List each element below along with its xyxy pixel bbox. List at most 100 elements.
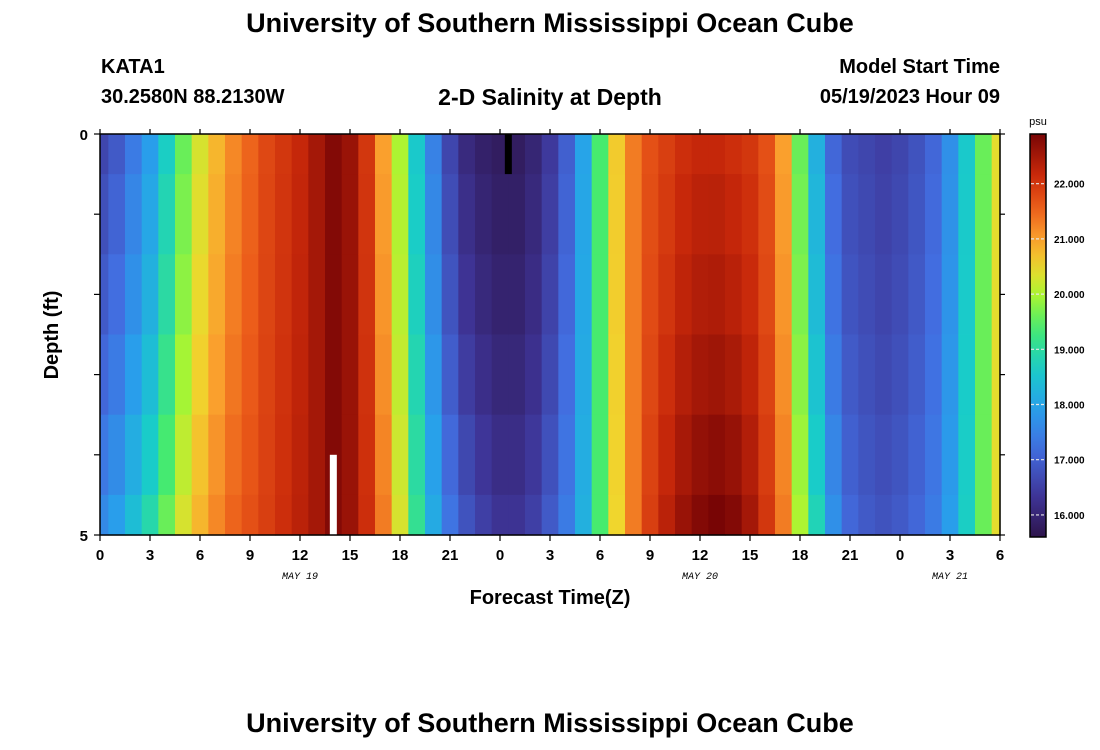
heatmap-cell [441, 414, 459, 496]
heatmap-cell [575, 254, 593, 336]
heatmap-cell [491, 494, 509, 536]
heatmap-cell [708, 414, 726, 496]
heatmap-cell [491, 414, 509, 496]
heatmap-cell [791, 414, 809, 496]
heatmap-cell [691, 334, 709, 416]
heatmap-cell [691, 134, 709, 175]
heatmap-cell [841, 134, 859, 175]
heatmap-cell [608, 134, 626, 175]
heatmap-cell [591, 254, 609, 336]
heatmap-cell [308, 174, 326, 255]
heatmap-cell [608, 174, 626, 255]
heatmap-cell [491, 174, 509, 255]
heatmap-cell [741, 334, 759, 416]
heatmap-cell [808, 174, 826, 255]
heatmap-cell [658, 414, 676, 496]
heatmap-cell [458, 334, 476, 416]
heatmap-cell [425, 134, 443, 175]
heatmap-cell [708, 134, 726, 175]
heatmap-cell [391, 254, 409, 336]
heatmap-cell [891, 174, 909, 255]
heatmap-cell [441, 254, 459, 336]
heatmap-cell [975, 134, 993, 175]
heatmap-cell [175, 494, 193, 536]
y-axis-label: Depth (ft) [41, 291, 63, 380]
heatmap-cell [675, 414, 693, 496]
heatmap-cell [891, 134, 909, 175]
heatmap-cell [441, 134, 459, 175]
heatmap-cell [391, 494, 409, 536]
heatmap-cell [575, 494, 593, 536]
heatmap-cell [491, 254, 509, 336]
heatmap-cell [525, 414, 543, 496]
date-label: MAY 19 [282, 572, 318, 583]
heatmap-cell [275, 414, 293, 496]
heatmap-cell [475, 414, 493, 496]
heatmap-cell [658, 334, 676, 416]
heatmap-cell [691, 414, 709, 496]
heatmap-cell [158, 254, 176, 336]
heatmap-cell [591, 414, 609, 496]
heatmap-cell [141, 414, 159, 496]
heatmap-cell [541, 334, 559, 416]
heatmap-cell [341, 134, 359, 175]
heatmap-cell [391, 134, 409, 175]
heatmap-cell [191, 494, 209, 536]
heatmap-cell [408, 414, 426, 496]
heatmap-cell [158, 134, 176, 175]
heatmap-cell [575, 134, 593, 175]
heatmap-cell [991, 174, 1001, 255]
heatmap-cell [691, 174, 709, 255]
heatmap-cell [125, 494, 143, 536]
heatmap-cell [858, 174, 876, 255]
heatmap-cell [308, 254, 326, 336]
x-tick-label: 21 [842, 547, 859, 564]
heatmap-cell [191, 334, 209, 416]
heatmap-cell [575, 334, 593, 416]
heatmap-cell [125, 334, 143, 416]
heatmap-cell [841, 174, 859, 255]
heatmap-cell [258, 334, 276, 416]
heatmap-cell [208, 494, 226, 536]
heatmap-cell [108, 254, 126, 336]
heatmap-cell [541, 414, 559, 496]
heatmap-cell [908, 494, 926, 536]
x-tick-label: 0 [896, 547, 904, 564]
heatmap-cell [441, 494, 459, 536]
heatmap-cell [875, 134, 893, 175]
heatmap-cell [458, 254, 476, 336]
heatmap-cell [525, 494, 543, 536]
heatmap-cell [225, 174, 243, 255]
heatmap-cell [725, 414, 743, 496]
heatmap-cell [358, 334, 376, 416]
heatmap-cell [758, 334, 776, 416]
heatmap-cell [225, 334, 243, 416]
heatmap-cell [925, 334, 943, 416]
heatmap-cell [275, 134, 293, 175]
heatmap-cell [741, 494, 759, 536]
heatmap-cell [775, 174, 793, 255]
heatmap-cell [641, 254, 659, 336]
heatmap-cell [675, 174, 693, 255]
heatmap-cell [641, 414, 659, 496]
heatmap-cell [100, 174, 109, 255]
heatmap-cell [541, 174, 559, 255]
heatmap-cell [941, 134, 959, 175]
heatmap-cell [741, 134, 759, 175]
heatmap-cell [100, 134, 109, 175]
heatmap-cell [358, 494, 376, 536]
heatmap-cell [358, 254, 376, 336]
heatmap-cell [525, 334, 543, 416]
heatmap-cell [325, 334, 343, 416]
heatmap-cell [158, 334, 176, 416]
station-id: KATA1 [101, 56, 165, 78]
heatmap-cell [341, 174, 359, 255]
heatmap-cell [408, 334, 426, 416]
heatmap-cell [975, 254, 993, 336]
heatmap-cell [308, 494, 326, 536]
heatmap-cell [641, 174, 659, 255]
heatmap-cell [291, 414, 309, 496]
x-tick-label: 3 [546, 547, 554, 564]
chart-subtitle: 2-D Salinity at Depth [438, 84, 662, 110]
heatmap-cell [858, 334, 876, 416]
